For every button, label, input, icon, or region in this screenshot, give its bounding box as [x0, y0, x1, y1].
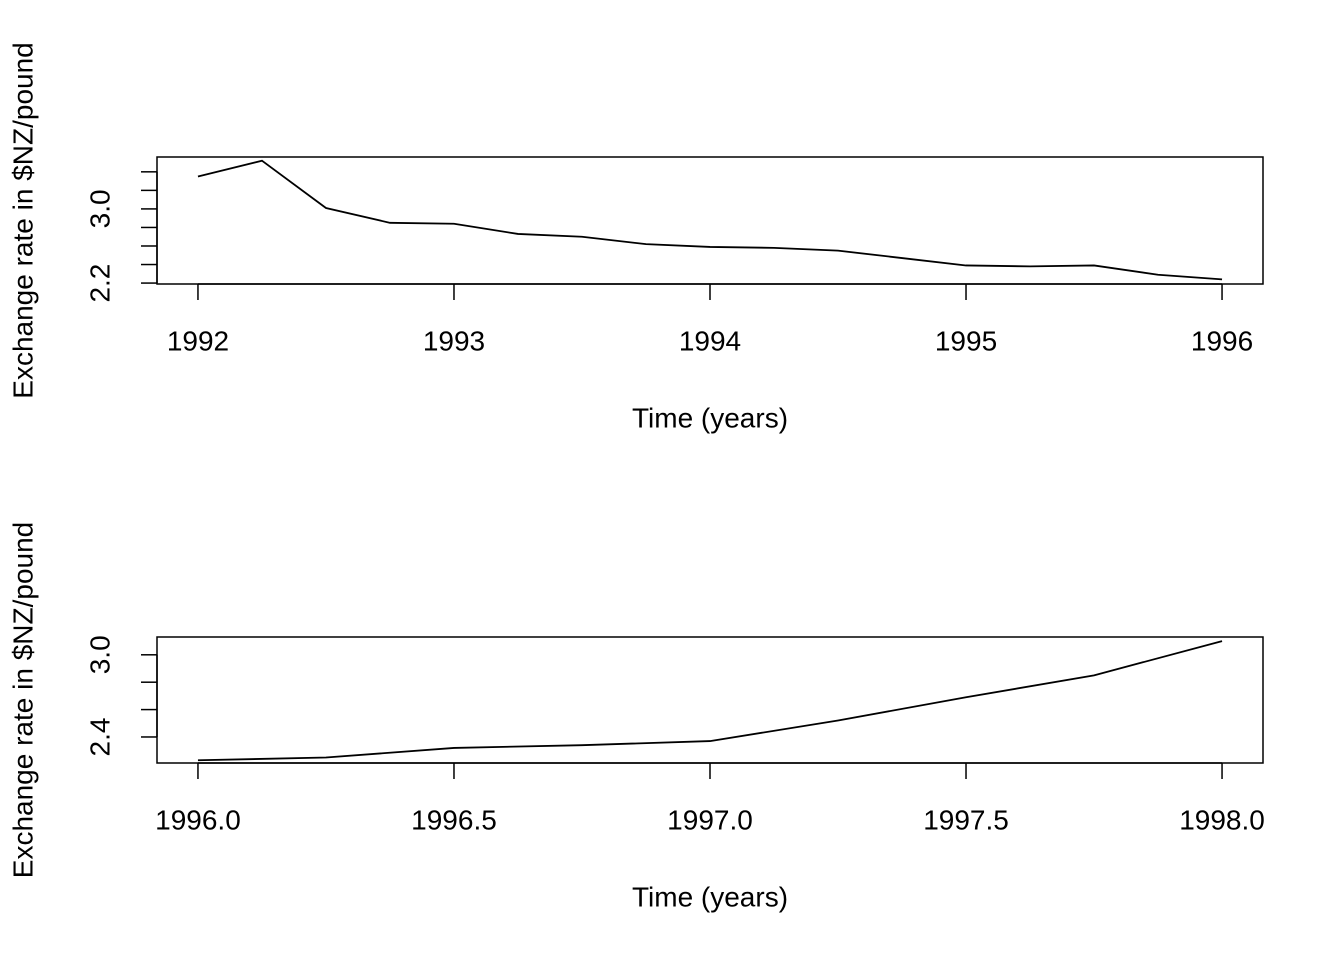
x-tick-label: 1997.0 — [667, 804, 753, 835]
x-tick-label: 1994 — [679, 325, 741, 356]
x-tick-label: 1996.5 — [411, 804, 497, 835]
x-tick-label: 1996 — [1191, 325, 1253, 356]
x-tick-label: 1998.0 — [1179, 804, 1265, 835]
x-axis-title: Time (years) — [632, 402, 788, 433]
x-tick-label: 1993 — [423, 325, 485, 356]
plot-box — [156, 636, 1264, 764]
y-tick-label: 2.4 — [84, 718, 115, 757]
x-axis-title: Time (years) — [632, 881, 788, 912]
y-tick-label: 3.0 — [84, 189, 115, 228]
data-line — [197, 159, 1223, 281]
y-axis-title: Exchange rate in $NZ/pound — [7, 522, 38, 878]
y-axis-title: Exchange rate in $NZ/pound — [7, 42, 38, 398]
x-tick-label: 1997.5 — [923, 804, 1009, 835]
x-tick-label: 1996.0 — [155, 804, 241, 835]
y-tick-label: 2.2 — [84, 264, 115, 303]
data-line — [197, 640, 1223, 762]
x-tick-label: 1992 — [167, 325, 229, 356]
x-tick-label: 1995 — [935, 325, 997, 356]
y-tick-label: 3.0 — [84, 635, 115, 674]
plot-box — [156, 156, 1264, 285]
